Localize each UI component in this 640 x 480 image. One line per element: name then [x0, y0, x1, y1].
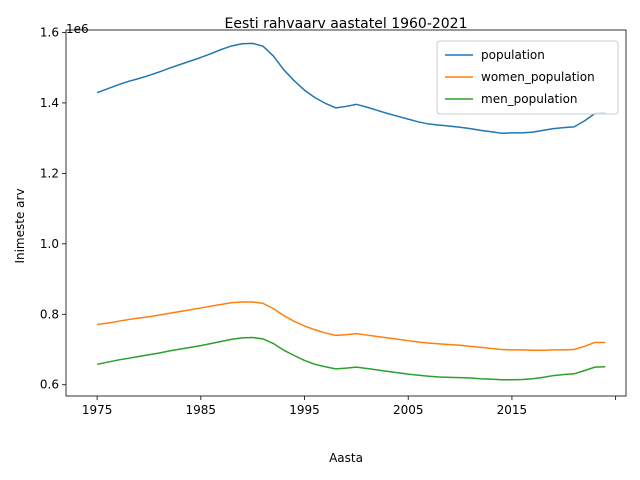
legend-label-population: population — [481, 48, 545, 62]
legend-label-men-population: men_population — [481, 92, 578, 106]
axes-frame — [65, 29, 627, 397]
x-tick-label: 2015 — [497, 403, 528, 417]
series-line-men-population — [96, 336, 606, 381]
legend-box — [436, 40, 619, 115]
y-tick-label: 1.6 — [40, 25, 59, 39]
y-tick-label: 1.0 — [40, 237, 59, 251]
x-axis-label: Aasta — [329, 451, 363, 465]
chart-title: Eesti rahvaarv aastatel 1960-2021 — [225, 16, 468, 32]
y-axis-scale-label: 1e6 — [66, 22, 89, 36]
y-tick-label: 1.2 — [40, 166, 59, 180]
y-axis-label: Inimeste arv — [13, 188, 27, 263]
plot-area: 1975 1985 1995 2005 2015 0.6 0.8 1.0 1.2 1.4 1.6 po… — [40, 25, 627, 417]
y-tick-label: 0.8 — [40, 307, 59, 321]
y-tick-label: 0.6 — [40, 378, 59, 392]
x-tick-label: 1975 — [82, 403, 113, 417]
x-tick-label: 2005 — [393, 403, 424, 417]
series-line-population — [96, 42, 606, 134]
x-tick-label: 1985 — [186, 403, 217, 417]
series-line-women-population — [97, 301, 606, 351]
legend-label-women-population: women_population — [481, 70, 595, 84]
y-tick-label: 1.4 — [40, 96, 59, 110]
x-tick-label: 1995 — [289, 403, 320, 417]
